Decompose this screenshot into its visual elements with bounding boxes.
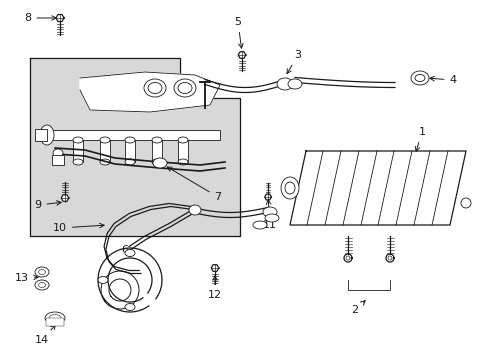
Ellipse shape [174,79,196,97]
Ellipse shape [178,82,192,94]
Bar [52,155,64,165]
Ellipse shape [45,312,65,324]
Ellipse shape [40,125,54,145]
Ellipse shape [263,207,276,217]
Ellipse shape [73,137,83,143]
Ellipse shape [98,276,108,284]
Text: 12: 12 [207,276,222,300]
Ellipse shape [276,78,292,90]
Ellipse shape [125,137,135,143]
Ellipse shape [414,75,424,81]
Ellipse shape [287,79,302,89]
Text: 9: 9 [34,200,61,210]
Bar [73,140,83,162]
Text: 5: 5 [234,17,243,48]
Bar [50,130,220,140]
Ellipse shape [73,159,83,165]
Ellipse shape [410,71,428,85]
Ellipse shape [153,158,167,168]
Bar [100,140,110,162]
Ellipse shape [125,303,135,310]
Ellipse shape [143,79,165,97]
Polygon shape [385,254,393,262]
Ellipse shape [152,159,162,165]
Ellipse shape [100,159,110,165]
Bar [46,318,64,326]
Text: 3: 3 [286,50,301,74]
Text: 6: 6 [121,245,128,255]
Bar [178,140,187,162]
Polygon shape [56,14,64,22]
Ellipse shape [460,198,470,208]
Bar [152,140,162,162]
Polygon shape [30,58,240,236]
Polygon shape [61,195,69,201]
Text: 4: 4 [429,75,456,85]
Ellipse shape [281,177,298,199]
Ellipse shape [148,82,162,94]
Ellipse shape [178,159,187,165]
Text: 13: 13 [15,273,38,283]
Ellipse shape [39,270,45,274]
Ellipse shape [35,280,49,290]
Ellipse shape [49,315,61,321]
Ellipse shape [125,159,135,165]
Text: 7: 7 [167,167,221,202]
Ellipse shape [100,137,110,143]
Text: 11: 11 [263,200,276,230]
Ellipse shape [152,137,162,143]
Ellipse shape [285,182,294,194]
Polygon shape [80,72,220,112]
Ellipse shape [264,214,279,222]
Text: 10: 10 [53,223,104,233]
Polygon shape [343,254,351,262]
Bar [35,129,47,141]
Ellipse shape [39,283,45,288]
Polygon shape [289,151,465,225]
Ellipse shape [252,221,266,229]
Text: 14: 14 [35,325,55,345]
Text: 8: 8 [24,13,56,23]
Ellipse shape [125,249,135,256]
Ellipse shape [178,137,187,143]
Ellipse shape [35,267,49,277]
Text: 2: 2 [351,301,365,315]
Ellipse shape [189,205,201,215]
Bar [125,140,135,162]
Polygon shape [211,265,218,271]
Ellipse shape [53,149,63,157]
Text: 1: 1 [414,127,425,151]
Polygon shape [238,52,245,58]
Polygon shape [264,194,271,200]
